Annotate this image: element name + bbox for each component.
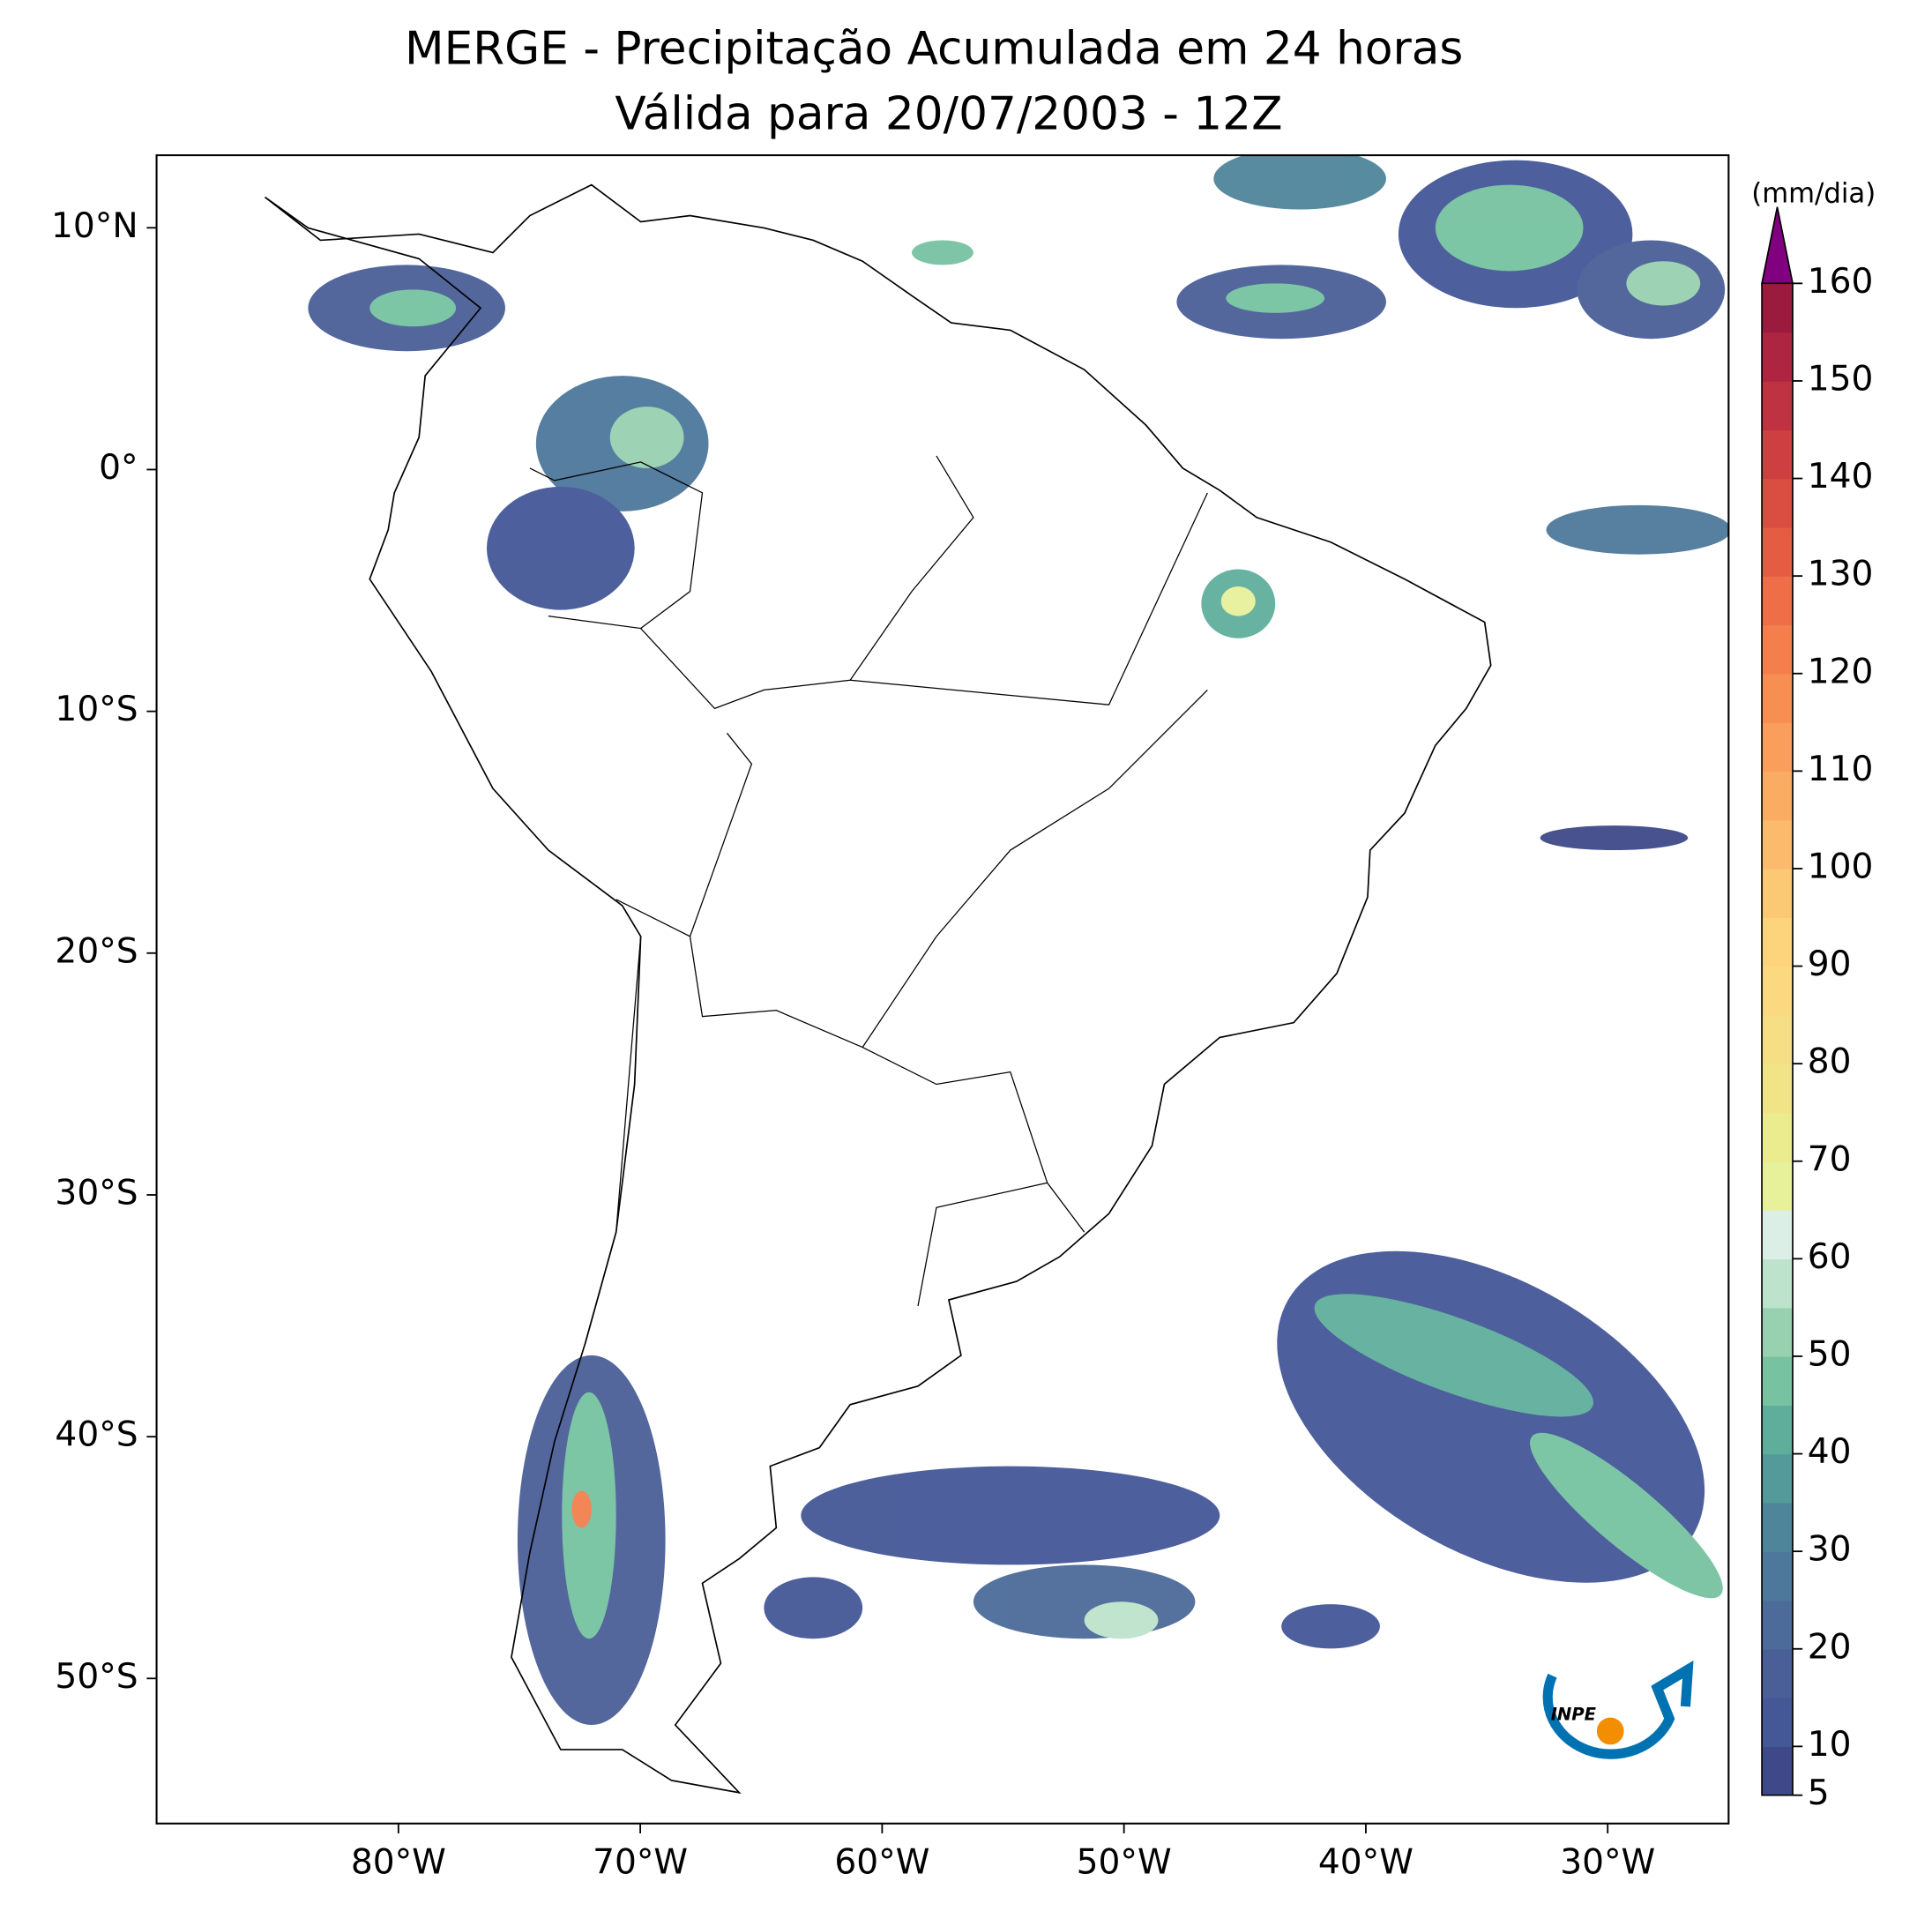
colorbar-tick-label: 60 <box>1808 1237 1852 1277</box>
colorbar-tick-label: 50 <box>1808 1334 1852 1374</box>
title: MERGE - Precipitação Acumulada em 24 hor… <box>405 23 1463 76</box>
colorbar-band <box>1762 1307 1793 1357</box>
y-tick-label: 30°S <box>55 1173 138 1213</box>
colorbar-band <box>1762 1064 1793 1114</box>
colorbar-band <box>1762 380 1793 430</box>
colorbar-tick-label: 20 <box>1808 1627 1852 1667</box>
borders <box>529 455 1208 1344</box>
colorbar-tick-label: 90 <box>1808 944 1852 984</box>
colorbar-tick-label: 80 <box>1808 1042 1852 1082</box>
colorbar-band <box>1762 1258 1793 1309</box>
logo-text: INPE <box>1551 1704 1597 1724</box>
colorbar-band <box>1762 1210 1793 1260</box>
colorbar-band <box>1762 624 1793 675</box>
colorbar-tick-label: 140 <box>1808 457 1874 496</box>
colorbar-band <box>1762 1161 1793 1211</box>
colorbar-band <box>1762 1746 1793 1796</box>
colorbar-band <box>1762 478 1793 528</box>
colorbar-band <box>1762 673 1793 723</box>
colorbar-band <box>1762 868 1793 918</box>
logo-swoosh <box>1542 1660 1694 1759</box>
colorbar-band <box>1762 819 1793 870</box>
x-tick-label: 60°W <box>834 1842 929 1882</box>
colorbar-band <box>1762 1405 1793 1455</box>
colorbar-band <box>1762 1014 1793 1064</box>
x-tick-label: 50°W <box>1077 1842 1172 1882</box>
colorbar-band <box>1762 1698 1793 1748</box>
y-tick-label: 10°S <box>55 690 138 729</box>
colorbar-band <box>1762 283 1793 333</box>
colorbar-tick-label: 5 <box>1808 1773 1830 1813</box>
colorbar-band <box>1762 1551 1793 1601</box>
precipitation <box>264 155 1729 1795</box>
map-frame <box>155 153 1730 1825</box>
colorbar-band <box>1762 1648 1793 1698</box>
colorbar-tick-label: 10 <box>1808 1725 1852 1765</box>
colorbar-band <box>1762 1600 1793 1650</box>
colorbar-band <box>1762 1453 1793 1504</box>
y-tick-label: 50°S <box>55 1657 138 1697</box>
colorbar-tick-label: 110 <box>1808 750 1874 789</box>
x-tick-label: 40°W <box>1318 1842 1414 1882</box>
x-tick-label: 30°W <box>1560 1842 1655 1882</box>
colorbar-tick-label: 70 <box>1808 1139 1852 1179</box>
y-tick-label: 10°N <box>51 206 138 246</box>
colorbar-band <box>1762 1502 1793 1552</box>
colorbar-tick-label: 100 <box>1808 847 1874 886</box>
colorbar-tick-label: 130 <box>1808 555 1874 594</box>
colorbar-band <box>1762 526 1793 577</box>
y-tick-label: 20°S <box>55 931 138 971</box>
colorbar-band <box>1762 966 1793 1016</box>
subtitle: Válida para 20/07/2003 - 12Z <box>615 88 1282 141</box>
logo-dot <box>1596 1717 1624 1745</box>
colorbar-band <box>1762 1112 1793 1162</box>
colorbar-frame <box>1761 283 1794 1796</box>
colorbar-tick-label: 160 <box>1808 262 1874 302</box>
colorbar-band <box>1762 332 1793 382</box>
colorbar-tick-label: 30 <box>1808 1530 1852 1570</box>
x-tick-label: 70°W <box>593 1842 688 1882</box>
colorbar-label: (mm/dia) <box>1751 177 1876 209</box>
colorbar-tick-label: 40 <box>1808 1432 1852 1472</box>
x-tick-label: 80°W <box>351 1842 446 1882</box>
logo: INPE <box>1542 1660 1694 1759</box>
colorbar-tick-label: 120 <box>1808 652 1874 691</box>
y-tick-label: 40°S <box>55 1415 138 1455</box>
colorbar-tick-label: 150 <box>1808 359 1874 399</box>
y-tick-label: 0° <box>99 448 138 488</box>
colorbar-extend <box>1761 206 1794 285</box>
coastline <box>264 183 1492 1795</box>
colorbar-band <box>1762 429 1793 480</box>
colorbar-band <box>1762 1355 1793 1406</box>
colorbar-band <box>1762 771 1793 821</box>
colorbar-band <box>1762 917 1793 967</box>
colorbar-band <box>1762 576 1793 626</box>
colorbar-band <box>1762 722 1793 773</box>
